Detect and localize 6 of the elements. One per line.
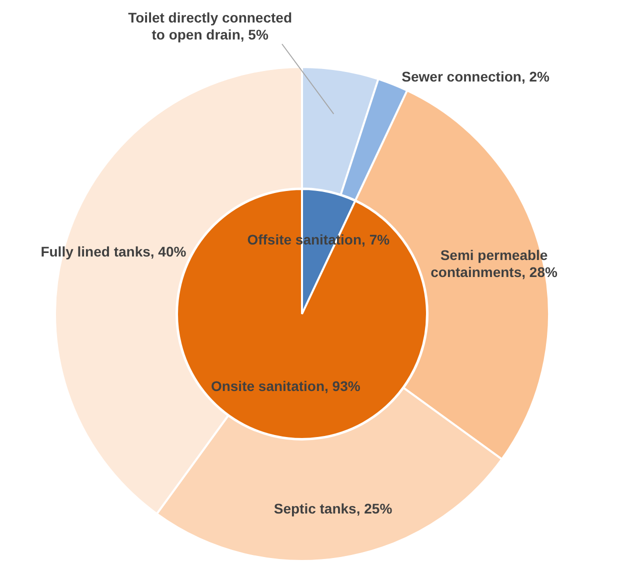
slice-label: Offsite sanitation, 7%: [247, 232, 390, 248]
slice-label: Sewer connection, 2%: [402, 68, 550, 84]
slice-label: Onsite sanitation, 93%: [210, 378, 361, 394]
slice-label: Toilet directly connected to open drain, 5%: [128, 9, 292, 42]
slice-label: Fully lined tanks, 40%: [40, 244, 187, 260]
slice-label: Septic tanks, 25%: [274, 500, 393, 517]
